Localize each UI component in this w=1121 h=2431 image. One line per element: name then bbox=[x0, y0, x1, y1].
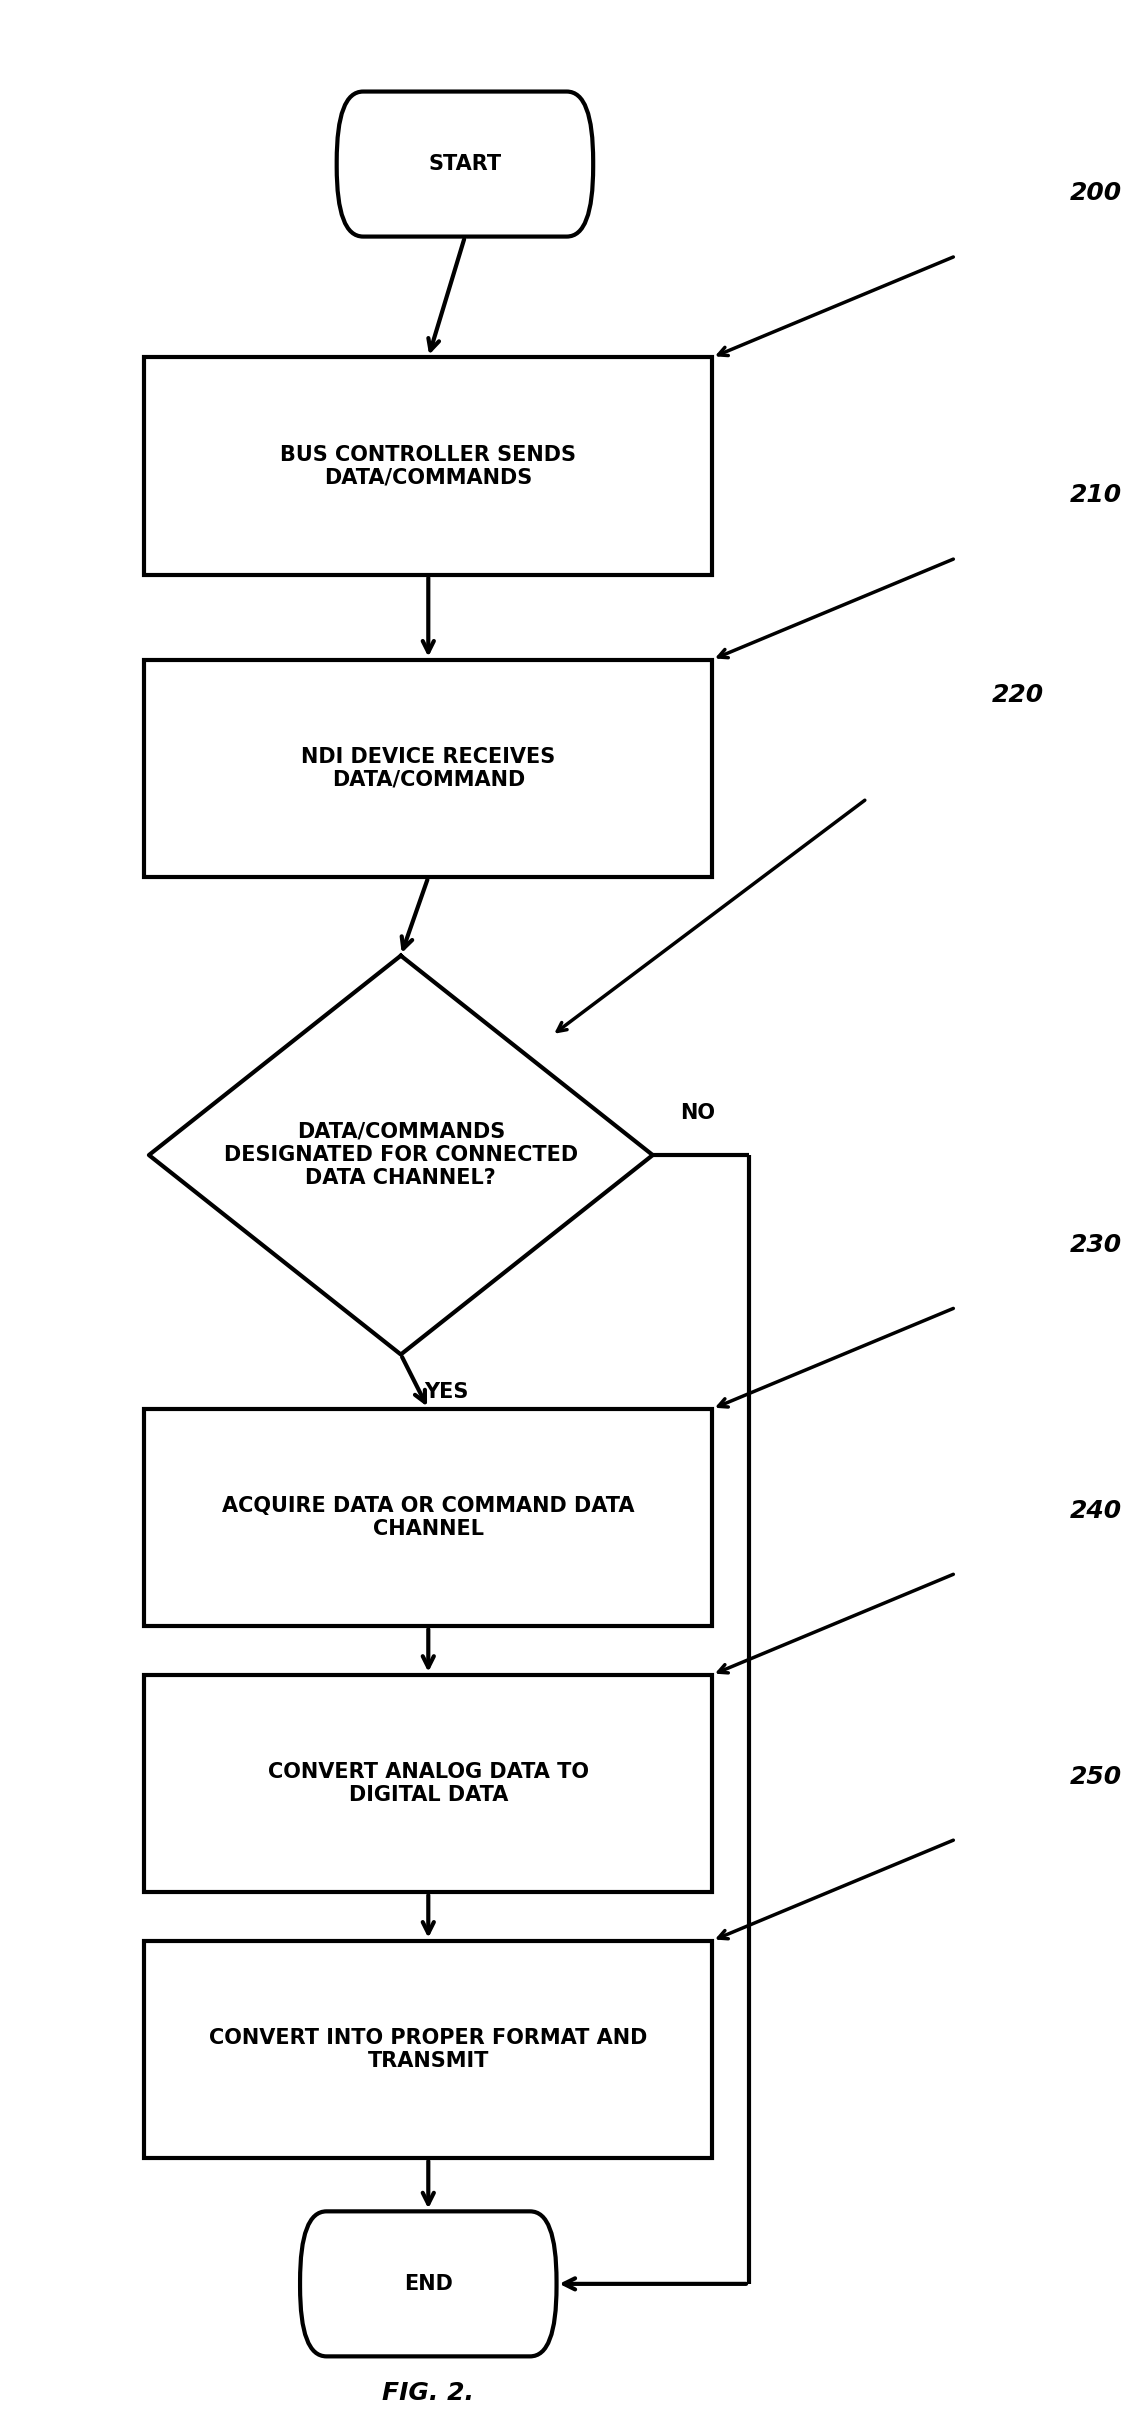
Bar bbox=[145, 1410, 712, 1626]
Text: DATA/COMMANDS
DESIGNATED FOR CONNECTED
DATA CHANNEL?: DATA/COMMANDS DESIGNATED FOR CONNECTED D… bbox=[224, 1121, 578, 1189]
Text: NDI DEVICE RECEIVES
DATA/COMMAND: NDI DEVICE RECEIVES DATA/COMMAND bbox=[302, 746, 555, 790]
FancyBboxPatch shape bbox=[336, 92, 593, 236]
Text: YES: YES bbox=[424, 1381, 469, 1403]
Bar bbox=[145, 357, 712, 576]
Text: ACQUIRE DATA OR COMMAND DATA
CHANNEL: ACQUIRE DATA OR COMMAND DATA CHANNEL bbox=[222, 1495, 634, 1539]
Text: 200: 200 bbox=[1069, 182, 1121, 204]
Text: 210: 210 bbox=[1069, 484, 1121, 508]
Text: 250: 250 bbox=[1069, 1765, 1121, 1789]
Bar bbox=[145, 1675, 712, 1891]
Bar bbox=[145, 659, 712, 878]
Text: 220: 220 bbox=[992, 683, 1044, 707]
Text: 240: 240 bbox=[1069, 1497, 1121, 1522]
Text: CONVERT ANALOG DATA TO
DIGITAL DATA: CONVERT ANALOG DATA TO DIGITAL DATA bbox=[268, 1762, 589, 1806]
Bar bbox=[145, 1940, 712, 2159]
Text: END: END bbox=[404, 2273, 453, 2295]
Text: NO: NO bbox=[680, 1104, 715, 1123]
Polygon shape bbox=[149, 955, 652, 1354]
Text: CONVERT INTO PROPER FORMAT AND
TRANSMIT: CONVERT INTO PROPER FORMAT AND TRANSMIT bbox=[210, 2027, 648, 2071]
Text: START: START bbox=[428, 153, 501, 175]
FancyBboxPatch shape bbox=[300, 2212, 556, 2356]
Text: BUS CONTROLLER SENDS
DATA/COMMANDS: BUS CONTROLLER SENDS DATA/COMMANDS bbox=[280, 445, 576, 489]
Text: 230: 230 bbox=[1069, 1233, 1121, 1257]
Text: FIG. 2.: FIG. 2. bbox=[382, 2380, 474, 2404]
